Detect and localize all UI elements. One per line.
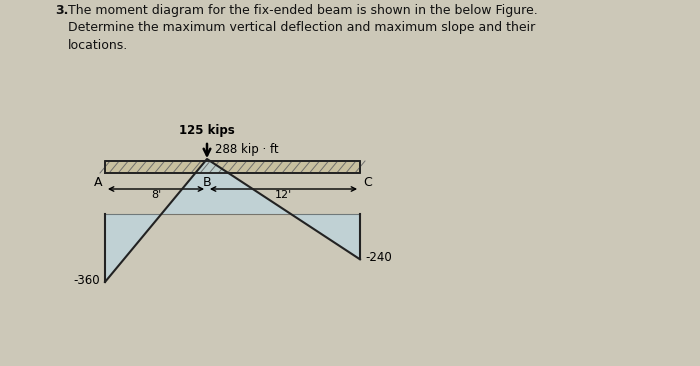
Text: 288 kip · ft: 288 kip · ft [215, 143, 279, 156]
Text: 3.: 3. [55, 4, 69, 17]
Text: A: A [94, 176, 102, 189]
Polygon shape [290, 214, 360, 259]
Text: 125 kips: 125 kips [179, 124, 235, 137]
Text: C: C [363, 176, 372, 189]
Text: B: B [203, 176, 211, 189]
Polygon shape [105, 161, 360, 173]
Text: 12': 12' [275, 190, 292, 200]
Polygon shape [162, 159, 290, 214]
Text: 8': 8' [151, 190, 161, 200]
Text: -240: -240 [365, 251, 392, 264]
Text: The moment diagram for the fix-ended beam is shown in the below Figure.
Determin: The moment diagram for the fix-ended bea… [68, 4, 538, 52]
Polygon shape [105, 214, 162, 282]
Text: -360: -360 [74, 273, 100, 287]
